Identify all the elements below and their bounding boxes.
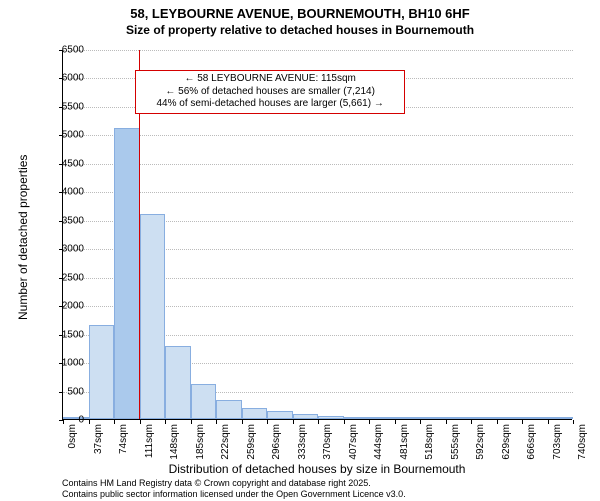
x-tick-label: 74sqm	[118, 424, 129, 454]
x-tick-mark	[446, 420, 447, 424]
x-tick-label: 222sqm	[220, 424, 231, 460]
histogram-bar	[446, 417, 472, 419]
x-tick-mark	[216, 420, 217, 424]
x-tick-mark	[369, 420, 370, 424]
x-tick-mark	[548, 420, 549, 424]
histogram-bar	[114, 128, 140, 419]
footnote: Contains HM Land Registry data © Crown c…	[62, 478, 406, 501]
x-tick-label: 0sqm	[67, 424, 78, 448]
x-tick-label: 518sqm	[424, 424, 435, 460]
histogram-bar	[191, 384, 217, 419]
chart: 0sqm37sqm74sqm111sqm148sqm185sqm222sqm25…	[62, 50, 572, 420]
x-tick-mark	[420, 420, 421, 424]
histogram-bar	[471, 417, 497, 419]
footnote-line1: Contains HM Land Registry data © Crown c…	[62, 478, 406, 489]
x-tick-label: 148sqm	[169, 424, 180, 460]
x-tick-mark	[191, 420, 192, 424]
x-tick-mark	[395, 420, 396, 424]
y-tick-label: 3500	[44, 215, 84, 226]
x-axis-label: Distribution of detached houses by size …	[62, 462, 572, 476]
x-tick-label: 592sqm	[475, 424, 486, 460]
y-tick-label: 4000	[44, 187, 84, 198]
callout-box: ← 58 LEYBOURNE AVENUE: 115sqm← 56% of de…	[135, 70, 405, 114]
x-tick-mark	[573, 420, 574, 424]
x-tick-mark	[267, 420, 268, 424]
y-axis-label: Number of detached properties	[16, 155, 30, 320]
histogram-bar	[89, 325, 115, 419]
x-tick-label: 370sqm	[322, 424, 333, 460]
x-tick-mark	[165, 420, 166, 424]
x-tick-label: 703sqm	[552, 424, 563, 460]
x-tick-mark	[242, 420, 243, 424]
histogram-bar	[267, 411, 293, 419]
histogram-bar	[165, 346, 191, 419]
histogram-bar	[216, 400, 242, 419]
histogram-bar	[242, 408, 268, 419]
y-tick-label: 6000	[44, 73, 84, 84]
histogram-bar	[395, 417, 421, 419]
y-tick-label: 500	[44, 386, 84, 397]
histogram-bar	[548, 417, 574, 419]
y-tick-label: 2000	[44, 301, 84, 312]
histogram-bar	[369, 417, 395, 419]
histogram-bar	[522, 417, 548, 419]
x-tick-label: 185sqm	[195, 424, 206, 460]
x-tick-mark	[471, 420, 472, 424]
x-tick-label: 481sqm	[399, 424, 410, 460]
histogram-bar	[497, 417, 523, 419]
y-tick-label: 2500	[44, 272, 84, 283]
x-tick-label: 629sqm	[501, 424, 512, 460]
x-tick-mark	[114, 420, 115, 424]
page-title: 58, LEYBOURNE AVENUE, BOURNEMOUTH, BH10 …	[0, 0, 600, 23]
x-tick-mark	[293, 420, 294, 424]
histogram-bar	[293, 414, 319, 419]
x-tick-mark	[522, 420, 523, 424]
x-tick-label: 666sqm	[526, 424, 537, 460]
x-tick-label: 296sqm	[271, 424, 282, 460]
histogram-bar	[344, 417, 370, 419]
callout-line: ← 58 LEYBOURNE AVENUE: 115sqm	[142, 73, 398, 86]
x-tick-mark	[497, 420, 498, 424]
y-tick-label: 1500	[44, 329, 84, 340]
histogram-bar	[140, 214, 166, 419]
x-tick-label: 407sqm	[348, 424, 359, 460]
histogram-bar	[420, 417, 446, 419]
y-tick-label: 5500	[44, 101, 84, 112]
x-tick-label: 259sqm	[246, 424, 257, 460]
footnote-line2: Contains public sector information licen…	[62, 489, 406, 500]
plot-area: 0sqm37sqm74sqm111sqm148sqm185sqm222sqm25…	[62, 50, 572, 420]
x-tick-label: 740sqm	[577, 424, 588, 460]
callout-line: 44% of semi-detached houses are larger (…	[142, 98, 398, 111]
histogram-bar	[318, 416, 344, 419]
x-tick-label: 111sqm	[144, 424, 155, 458]
x-tick-label: 333sqm	[297, 424, 308, 460]
x-tick-mark	[344, 420, 345, 424]
x-tick-label: 555sqm	[450, 424, 461, 460]
x-tick-label: 444sqm	[373, 424, 384, 460]
page-subtitle: Size of property relative to detached ho…	[0, 23, 600, 41]
y-tick-label: 1000	[44, 358, 84, 369]
x-tick-mark	[89, 420, 90, 424]
x-tick-mark	[140, 420, 141, 424]
y-tick-label: 6500	[44, 45, 84, 56]
x-tick-label: 37sqm	[93, 424, 104, 454]
callout-line: ← 56% of detached houses are smaller (7,…	[142, 86, 398, 99]
y-tick-label: 5000	[44, 130, 84, 141]
y-tick-label: 0	[44, 415, 84, 426]
y-tick-label: 4500	[44, 158, 84, 169]
y-tick-label: 3000	[44, 244, 84, 255]
x-tick-mark	[318, 420, 319, 424]
